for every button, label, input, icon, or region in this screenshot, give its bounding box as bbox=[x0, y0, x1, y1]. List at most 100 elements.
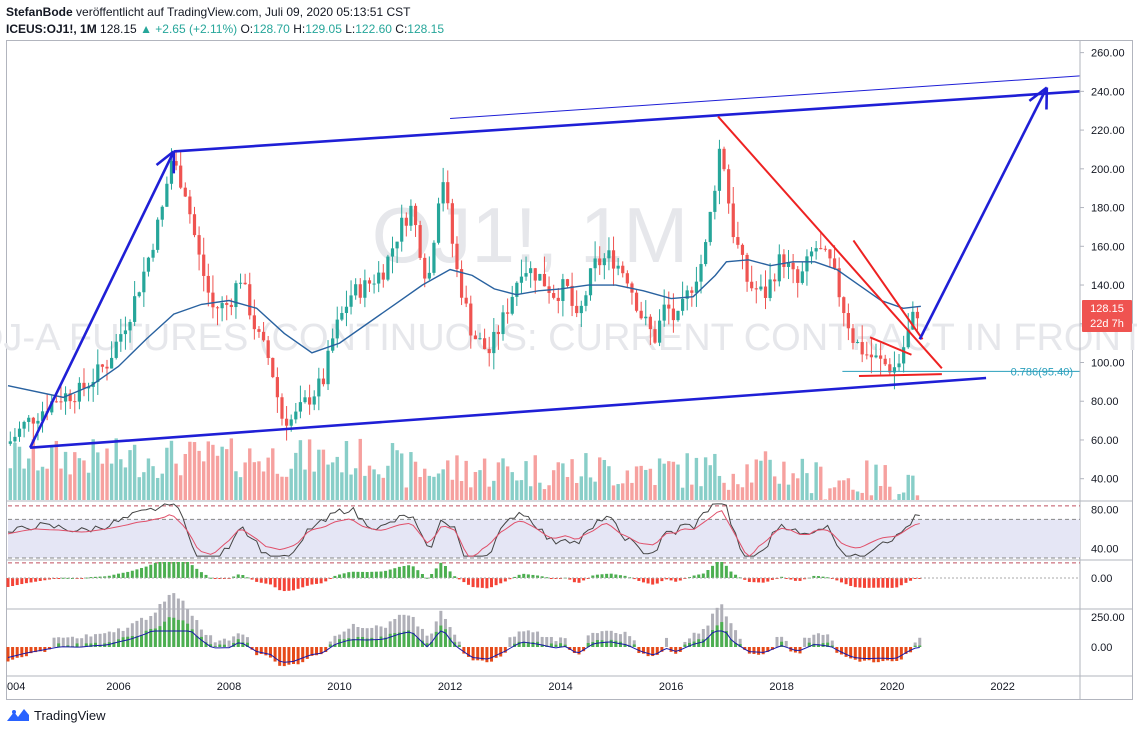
volume-bar bbox=[519, 480, 524, 500]
volume-bar bbox=[878, 486, 883, 500]
oscillator-bar bbox=[347, 572, 351, 578]
volume-bar bbox=[897, 494, 901, 500]
volume-bar bbox=[625, 470, 630, 500]
histogram-pane[interactable]: 250.00 0.00 bbox=[6, 593, 1125, 667]
histogram-red-bar bbox=[499, 647, 503, 657]
symbol-info: ICEUS:OJ1!, 1M 128.15 ▲ +2.65 (+2.11%) O… bbox=[6, 22, 444, 36]
histogram-green-bar bbox=[195, 635, 199, 647]
time-tick-label: 2018 bbox=[769, 681, 793, 693]
oscillator-bar bbox=[38, 578, 42, 581]
volume-bar bbox=[593, 481, 597, 500]
oscillator-bar bbox=[209, 577, 213, 579]
candle-body bbox=[763, 286, 768, 298]
histogram-red-bar bbox=[849, 647, 853, 659]
volume-bar bbox=[607, 466, 611, 500]
volume-bar bbox=[754, 459, 758, 500]
candle-body bbox=[542, 273, 547, 287]
oscillator-bar bbox=[637, 578, 641, 581]
candle-body bbox=[593, 258, 597, 269]
histogram-gray-bar bbox=[61, 637, 65, 647]
candle-body bbox=[390, 248, 395, 257]
histogram-tick-label: 250.00 bbox=[1091, 612, 1125, 624]
oscillator-bar bbox=[918, 578, 922, 579]
fib-label: 0.786(95.40) bbox=[1011, 366, 1073, 378]
price-tick-label: 160.00 bbox=[1091, 241, 1125, 253]
histogram-gray-bar bbox=[93, 634, 97, 647]
histogram-green-bar bbox=[130, 635, 134, 647]
histogram-green-bar bbox=[158, 626, 162, 647]
candle-body bbox=[284, 418, 289, 426]
time-axis[interactable]: 004 2006 2008 2010 2012 2014 2016 2018 2020 2022 bbox=[7, 681, 1015, 693]
volume-bar bbox=[469, 487, 473, 500]
candle-body bbox=[584, 295, 588, 306]
volume-bar bbox=[68, 474, 72, 500]
oscillator-bar bbox=[158, 562, 162, 578]
oscillator-bar bbox=[724, 565, 728, 578]
candle-body bbox=[13, 436, 17, 442]
candle-body bbox=[602, 258, 606, 266]
histogram-green-bar bbox=[780, 641, 784, 647]
volume-bar bbox=[215, 455, 220, 500]
candle-body bbox=[704, 242, 708, 265]
candle-body bbox=[487, 349, 491, 354]
rsi-pane[interactable]: 80.00 40.00 bbox=[7, 503, 1119, 564]
histogram-red-bar bbox=[471, 647, 475, 661]
histogram-gray-bar bbox=[536, 631, 540, 647]
histogram-red-bar bbox=[743, 647, 747, 650]
histogram-red-bar bbox=[890, 647, 894, 662]
tradingview-logo[interactable]: TradingView bbox=[6, 707, 106, 723]
volume-bar bbox=[321, 449, 326, 500]
volume-bar bbox=[353, 468, 358, 500]
drawings[interactable] bbox=[28, 75, 1081, 450]
candle-body bbox=[611, 250, 616, 269]
volume-bar bbox=[515, 480, 519, 500]
histogram-green-bar bbox=[167, 617, 171, 647]
volume-bar bbox=[726, 489, 731, 500]
volume-bar bbox=[869, 495, 874, 500]
histogram-red-bar bbox=[770, 647, 774, 650]
oscillator-bar bbox=[784, 578, 788, 579]
oscillator-bar bbox=[430, 574, 434, 578]
candle-body bbox=[192, 214, 197, 236]
candle-body bbox=[860, 342, 864, 355]
volume-bar bbox=[459, 481, 464, 500]
oscillator-bar bbox=[402, 566, 406, 578]
oscillator-bar bbox=[61, 577, 65, 579]
candle-body bbox=[694, 281, 699, 293]
volume-bar bbox=[602, 459, 607, 500]
volume-bar bbox=[901, 492, 906, 500]
oscillator-bar bbox=[273, 578, 277, 588]
volume-bar bbox=[289, 468, 293, 500]
oscillator-bar bbox=[872, 578, 876, 588]
histogram-gray-bar bbox=[545, 637, 549, 647]
price-axis[interactable]: 260.00 240.00 220.00 200.00 180.00 160.00 140.… bbox=[1080, 48, 1125, 486]
fib-retracement[interactable]: 0.786(95.40) bbox=[842, 366, 1080, 378]
volume-bar bbox=[432, 476, 436, 500]
volume-bar bbox=[819, 466, 823, 500]
histogram-green-bar bbox=[683, 644, 687, 647]
histogram-green-bar bbox=[397, 632, 401, 647]
oscillator-bar bbox=[600, 574, 604, 578]
candle-body bbox=[855, 342, 860, 344]
oscillator-bar bbox=[393, 568, 397, 578]
histogram-green-bar bbox=[439, 625, 443, 647]
volume-bar bbox=[77, 458, 82, 500]
oscillator-bar bbox=[471, 578, 475, 588]
histogram-gray-bar bbox=[706, 625, 710, 647]
oscillator-bar bbox=[140, 567, 144, 578]
histogram-red-bar bbox=[503, 647, 507, 653]
oscillator-bar bbox=[416, 570, 420, 578]
volume-bar bbox=[372, 469, 376, 500]
histogram-green-bar bbox=[112, 642, 116, 647]
oscillator-bar bbox=[766, 578, 770, 582]
candle-body bbox=[713, 190, 717, 212]
histogram-gray-bar bbox=[411, 616, 415, 647]
oscillator-pane[interactable]: 0.00 bbox=[6, 562, 1113, 592]
oscillator-bar bbox=[66, 577, 70, 579]
oscillator-bar bbox=[706, 570, 710, 578]
volume-bar bbox=[395, 450, 399, 500]
candle-body bbox=[36, 420, 40, 424]
histogram-red-bar bbox=[319, 647, 323, 655]
candle-body bbox=[796, 269, 800, 283]
